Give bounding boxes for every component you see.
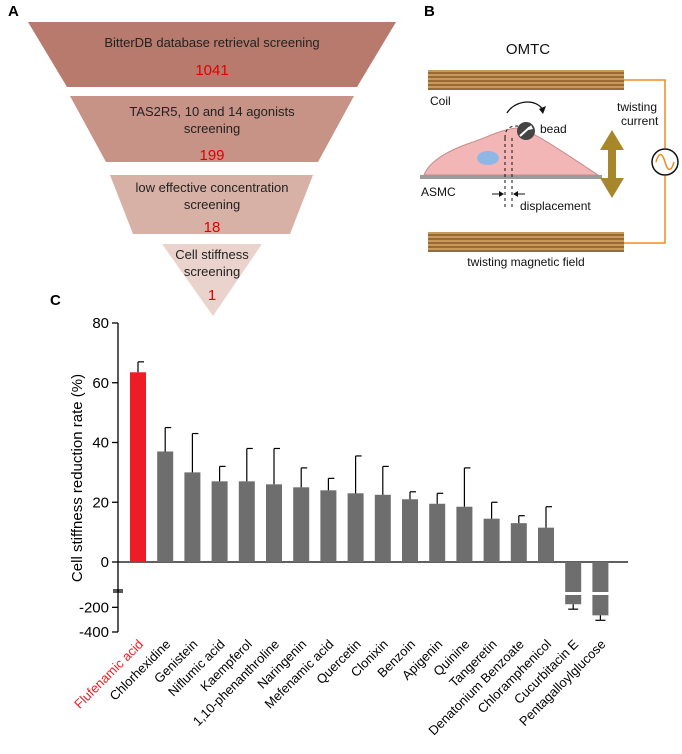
bar-kaempferol [238,481,255,562]
coil-top [428,70,624,90]
bar-naringenin [293,487,310,562]
funnel-level-4 [162,244,262,316]
bead-label: bead [540,122,567,136]
funnel-level-1 [28,22,396,87]
bar-flufenamic-acid [130,372,146,562]
funnel-level-2 [70,96,354,162]
bar-benzoin [402,499,418,562]
displacement-label: displacement [520,199,591,213]
funnel-level-2-label-2: screening [184,121,240,136]
funnel-level-1-count: 1041 [195,62,228,79]
funnel-level-4-label-2: screening [184,264,240,279]
bar-mefenamic-acid [320,490,337,562]
omtc-title: OMTC [506,41,550,58]
y-tick-label: 60 [92,375,109,392]
panel-label-b: B [424,3,435,20]
sine-wave-icon [655,153,675,171]
circuit-wire-bottom [624,176,666,244]
bar-quinine [456,506,473,562]
funnel-level-3-count: 18 [204,219,221,236]
bead-magnet-arrowhead [528,125,533,130]
funnel-level-4-label: Cell stiffness [175,247,249,262]
y-tick-label: -400 [79,624,109,641]
bar-cucurbitacin-e-upper [565,562,582,592]
coil-bottom [428,232,624,252]
cell-nucleus [477,151,499,165]
bar-tangeretin [483,518,500,562]
y-tick-label: 80 [92,315,109,332]
funnel-level-2-label: TAS2R5, 10 and 14 agonists [129,104,295,119]
y-tick-label: 0 [101,554,109,571]
rotation-arrowhead [539,106,546,114]
field-direction-arrow-icon [600,130,624,198]
twisting-current-label-2: current [621,114,659,128]
bar-chlorhexidine [157,451,174,562]
substrate [420,175,602,179]
y-tick-label: 20 [92,494,109,511]
bead-trace [504,125,519,139]
bar-clonixin [374,494,391,562]
bar-apigenin [429,503,446,562]
bar-pentagalloylglucose-upper [592,562,609,592]
stiffness-bar-chart: Cell stiffness reduction rate (%) 80 60 40… [69,315,628,738]
funnel-level-3-label: low effective concentration [136,180,289,195]
bar-1-10-phenanthroline [266,484,282,562]
rotation-arrow-icon [506,101,544,114]
displacement-arrowhead-left [499,191,504,197]
y-tick-label: -200 [79,599,109,616]
asmc-label: ASMC [421,185,456,199]
bar-denatonium-benzoate [510,523,527,562]
funnel-level-3-label-2: screening [184,197,240,212]
bar-cucurbitacin-e [565,595,582,605]
funnel-level-1-label: BitterDB database retrieval screening [104,35,319,50]
panel-label-a: A [8,3,19,20]
magnetic-field-label: twisting magnetic field [467,255,584,269]
funnel-level-4-count: 1 [208,287,216,304]
y-axis-label: Cell stiffness reduction rate (%) [69,374,86,582]
twisting-current-label: twisting [617,100,657,114]
funnel-level-3 [110,175,313,234]
panel-label-c: C [50,292,61,309]
bar-chloramphenicol [538,527,554,562]
bar-niflumic-acid [211,481,228,562]
bar-quercetin [347,493,364,562]
circuit-wire-top [624,79,666,148]
asmc-cell [423,127,600,176]
bead-magnet-arrow [519,126,531,137]
bar-pentagalloylglucose [592,595,609,616]
omtc-diagram: OMTC Coil twisting current [420,41,679,269]
funnel-level-2-count: 199 [199,147,224,164]
bar-genistein [184,472,201,562]
screening-funnel: BitterDB database retrieval screening 10… [28,22,396,316]
coil-label: Coil [430,94,451,108]
displacement-arrowhead-right [513,191,518,197]
y-tick-label: 40 [92,435,109,452]
